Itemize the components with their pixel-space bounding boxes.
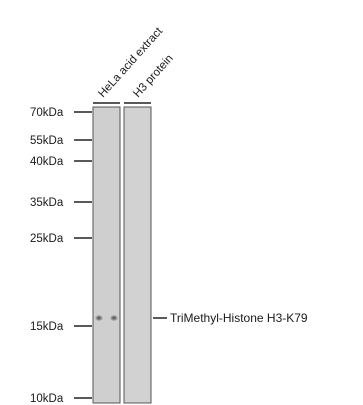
marker-25kda-label: 25kDa — [30, 233, 64, 245]
marker-55kda: 55kDa — [30, 135, 92, 147]
marker-40kda-label: 40kDa — [30, 156, 64, 168]
marker-55kda-label: 55kDa — [30, 135, 64, 147]
marker-25kda: 25kDa — [30, 233, 92, 245]
lane-1 — [92, 106, 121, 404]
marker-10kda-label: 10kDa — [30, 393, 64, 405]
marker-15kda: 15kDa — [30, 321, 92, 333]
marker-70kda-label: 70kDa — [30, 107, 64, 119]
marker-35kda-label: 35kDa — [30, 197, 64, 209]
band-spot-right — [109, 314, 119, 322]
marker-15kda-label: 15kDa — [30, 321, 64, 333]
band-label: TriMethyl-Histone H3-K79 — [170, 311, 308, 325]
lane-2 — [123, 106, 152, 404]
marker-70kda: 70kDa — [30, 107, 92, 119]
lane-1-label: HeLa acid extract — [96, 25, 165, 100]
marker-35kda: 35kDa — [30, 197, 92, 209]
marker-10kda: 10kDa — [30, 393, 92, 405]
band-spot-left — [94, 314, 104, 322]
marker-40kda: 40kDa — [30, 156, 92, 168]
